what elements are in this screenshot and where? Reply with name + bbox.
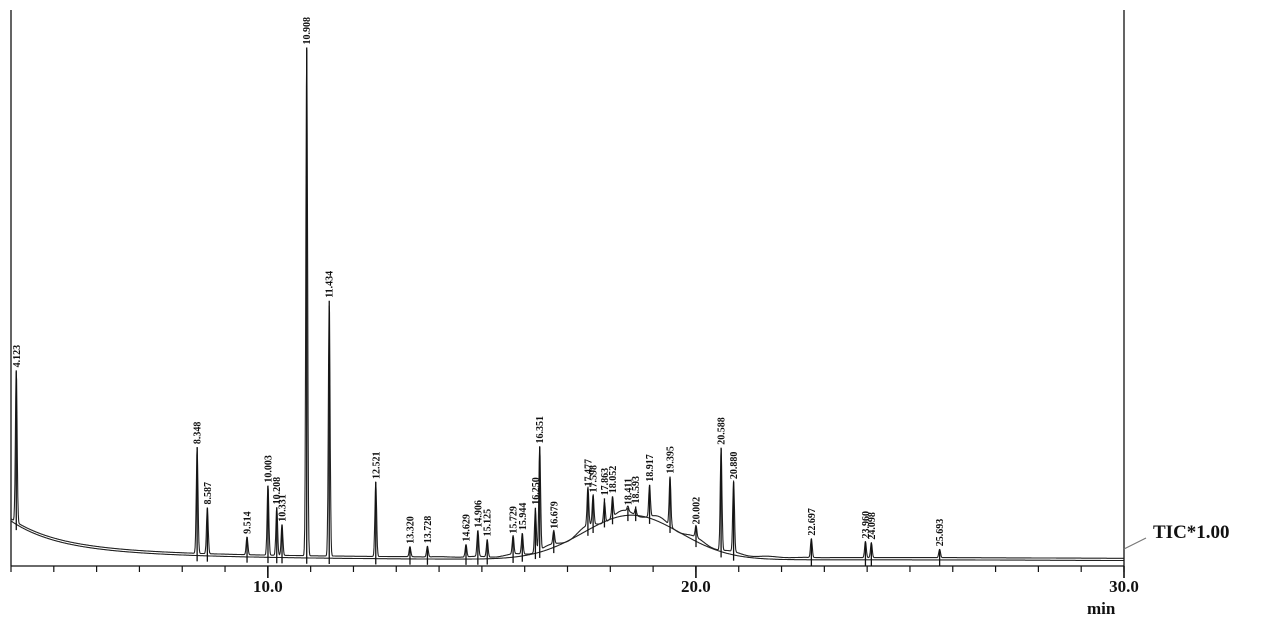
peak-label: 19.395 [666,446,677,474]
peak-label: 25.693 [935,519,946,547]
peak-label: 15.125 [483,509,494,537]
peak-label: 18.052 [608,466,619,494]
peak-label: 9.514 [243,511,254,534]
peaks [15,47,941,566]
peak-label: 13.728 [423,516,434,544]
x-axis-unit-label: min [1087,599,1116,618]
peak-label: 18.411 [623,478,634,505]
series-label-leader [1123,537,1147,550]
peak-label: 8.348 [193,422,204,445]
x-ticks: 10.0 20.0 30.0 [10,566,1139,596]
peak-label: 16.250 [531,477,542,505]
series-label: TIC*1.00 [1153,522,1230,543]
peak-label: 10.908 [302,17,313,45]
peak-label: 17.477 [583,459,594,487]
peak-label: 13.320 [405,516,416,544]
tic-trace [10,49,1124,559]
peak-label: 16.351 [535,416,546,444]
peak-label: 11.434 [325,271,336,298]
baseline-trace [10,514,1124,562]
peak-label: 12.521 [371,451,382,479]
peak-label: 17.598 [589,465,600,493]
x-tick-label: 10.0 [253,577,283,596]
peak-label: 8.587 [203,482,214,505]
peak-label: 10.003 [263,455,274,483]
peak-label: 15.944 [518,503,529,531]
peak-label: 4.123 [12,345,23,368]
peak-label: 10.331 [278,494,289,522]
peak-label: 20.880 [729,452,740,480]
peak-label: 17.863 [600,468,611,496]
trace [10,49,1124,562]
peak-label: 22.697 [807,508,818,536]
x-tick-label: 20.0 [681,577,711,596]
peak-label: 14.629 [462,514,473,542]
peak-label: 20.588 [717,417,728,445]
peak-label: 14.906 [473,500,484,528]
peak-label: 20.002 [692,497,703,525]
peak-label: 23.960 [861,511,872,539]
peak-label: 10.208 [272,477,283,505]
x-tick-label: 30.0 [1109,577,1139,596]
peak-label: 16.679 [549,501,560,529]
peak-label: 15.729 [509,506,520,534]
peak-label: 24.098 [867,512,878,540]
peak-label: 18.917 [645,454,656,482]
peak-label: 18.593 [631,476,642,504]
axes [10,10,1125,567]
